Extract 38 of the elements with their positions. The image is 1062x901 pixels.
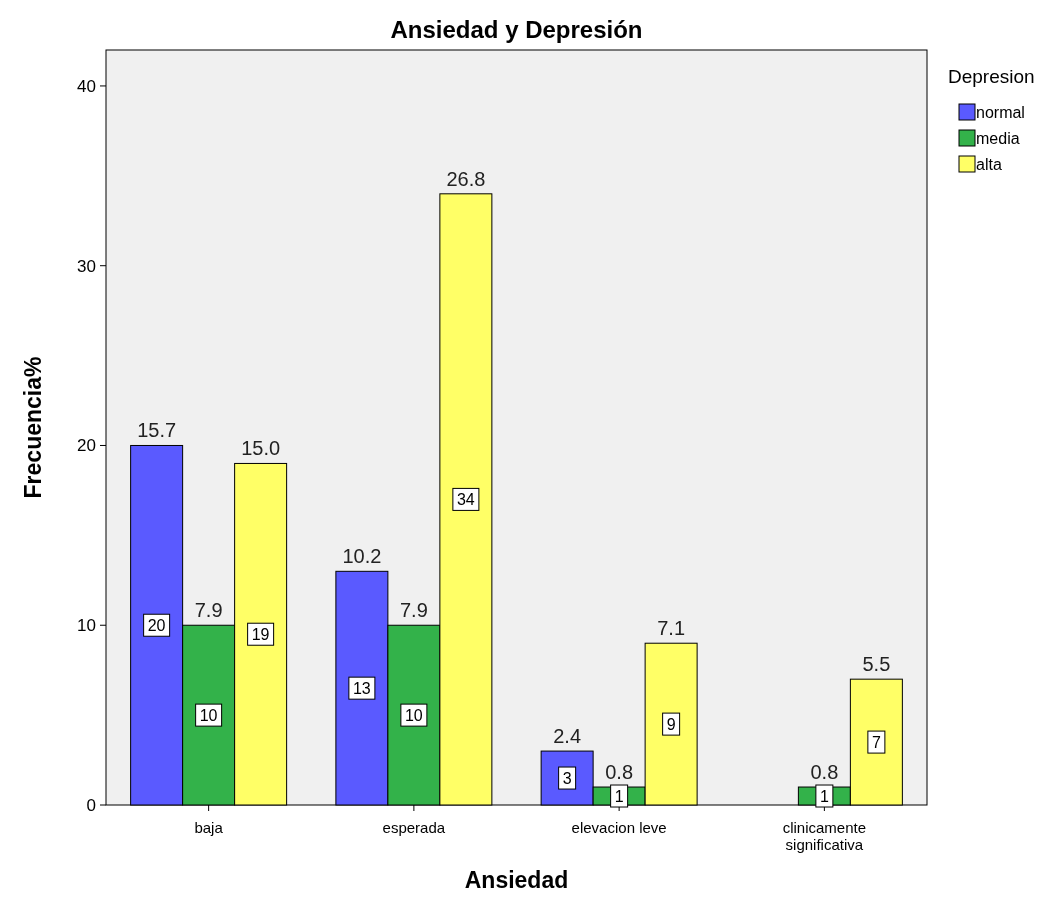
data-label: 1 (819, 788, 829, 806)
x-tick-label: esperada (382, 819, 446, 836)
legend-label: alta (976, 156, 1002, 173)
chart-title: Ansiedad y Depresión (390, 16, 643, 43)
y-tick-label: 30 (77, 256, 96, 276)
annotation: 15.0 (241, 437, 281, 460)
y-axis-title: Frecuencia% (20, 356, 46, 499)
x-tick-label: clinicamente significativa (782, 819, 867, 853)
x-tick-label: elevacion leve (571, 819, 667, 836)
data-label: 9 (666, 716, 676, 734)
annotation: 10.2 (342, 545, 382, 568)
annotation: 2.4 (553, 725, 582, 748)
data-label: 19 (251, 626, 270, 644)
data-label: 34 (456, 491, 475, 509)
data-label: 3 (562, 770, 572, 788)
data-label: 7 (871, 734, 881, 752)
x-axis-title: Ansiedad (464, 867, 569, 893)
annotation: 7.9 (194, 599, 223, 622)
legend-title: Depresion (948, 66, 1035, 87)
y-tick-label: 10 (77, 616, 96, 636)
legend-label: media (976, 130, 1020, 147)
annotation: 0.8 (810, 761, 839, 784)
annotation: 5.5 (862, 653, 891, 676)
data-label: 10 (199, 707, 218, 725)
y-tick-label: 0 (86, 796, 96, 815)
annotation: 15.7 (137, 419, 177, 442)
y-tick-label: 40 (77, 76, 96, 96)
annotation: 26.8 (446, 167, 486, 190)
data-label: 1 (614, 788, 624, 806)
annotation: 0.8 (605, 761, 634, 784)
data-label: 20 (147, 617, 166, 635)
annotation: 7.1 (657, 617, 686, 640)
y-tick-label: 20 (77, 436, 96, 456)
x-tick-label: baja (194, 819, 224, 836)
data-label: 13 (352, 680, 371, 698)
data-label: 10 (404, 707, 423, 725)
annotation: 7.9 (399, 599, 428, 622)
legend-label: normal (976, 104, 1025, 121)
